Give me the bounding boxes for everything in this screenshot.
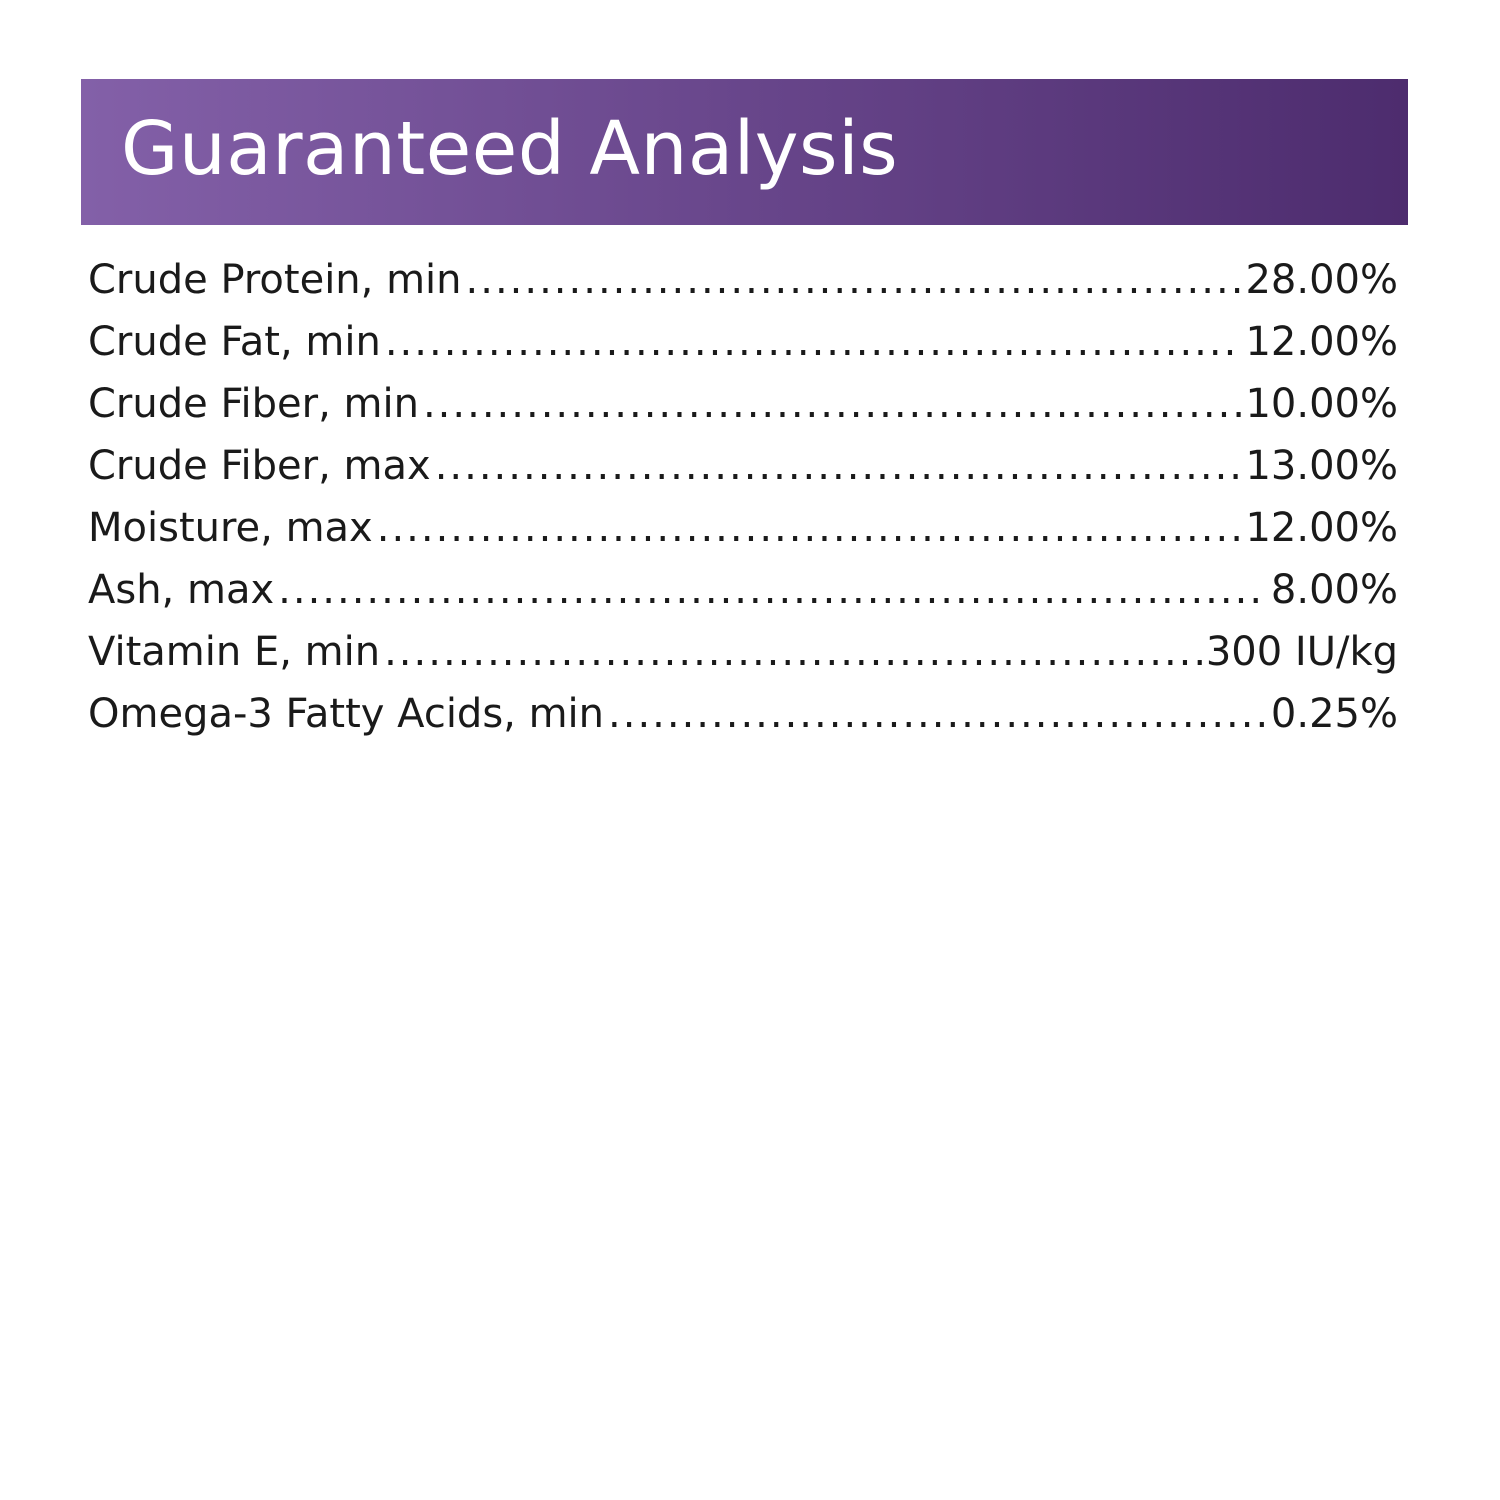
- dot-leader: [385, 319, 1242, 365]
- analysis-label: Omega-3 Fatty Acids, min: [88, 691, 605, 737]
- analysis-label: Crude Fiber, min: [88, 381, 419, 427]
- analysis-row: Crude Fiber, min 10.00%: [88, 381, 1398, 443]
- analysis-row: Omega-3 Fatty Acids, min 0.25%: [88, 691, 1398, 753]
- dot-leader: [466, 257, 1242, 303]
- analysis-row: Ash, max 8.00%: [88, 567, 1398, 629]
- dot-leader: [377, 505, 1242, 551]
- analysis-row: Crude Fiber, max 13.00%: [88, 443, 1398, 505]
- analysis-row: Vitamin E, min 300 IU/kg: [88, 629, 1398, 691]
- dot-leader: [608, 691, 1267, 737]
- page-title: Guaranteed Analysis: [121, 106, 899, 192]
- analysis-value: 28.00%: [1245, 257, 1398, 303]
- dot-leader: [384, 629, 1202, 675]
- analysis-value: 12.00%: [1245, 319, 1398, 365]
- analysis-label: Crude Fiber, max: [88, 443, 431, 489]
- header-band: Guaranteed Analysis: [81, 79, 1408, 225]
- analysis-value: 8.00%: [1270, 567, 1398, 613]
- guaranteed-analysis-list: Crude Protein, min 28.00% Crude Fat, min…: [88, 257, 1398, 753]
- analysis-row: Crude Protein, min 28.00%: [88, 257, 1398, 319]
- analysis-value: 12.00%: [1245, 505, 1398, 551]
- analysis-value: 300 IU/kg: [1205, 629, 1398, 675]
- analysis-row: Crude Fat, min 12.00%: [88, 319, 1398, 381]
- analysis-value: 13.00%: [1245, 443, 1398, 489]
- dot-leader: [423, 381, 1242, 427]
- analysis-label: Moisture, max: [88, 505, 373, 551]
- analysis-value: 0.25%: [1270, 691, 1398, 737]
- analysis-label: Vitamin E, min: [88, 629, 381, 675]
- analysis-label: Crude Protein, min: [88, 257, 462, 303]
- dot-leader: [278, 567, 1267, 613]
- analysis-value: 10.00%: [1245, 381, 1398, 427]
- dot-leader: [435, 443, 1242, 489]
- analysis-label: Ash, max: [88, 567, 275, 613]
- analysis-label: Crude Fat, min: [88, 319, 381, 365]
- analysis-row: Moisture, max 12.00%: [88, 505, 1398, 567]
